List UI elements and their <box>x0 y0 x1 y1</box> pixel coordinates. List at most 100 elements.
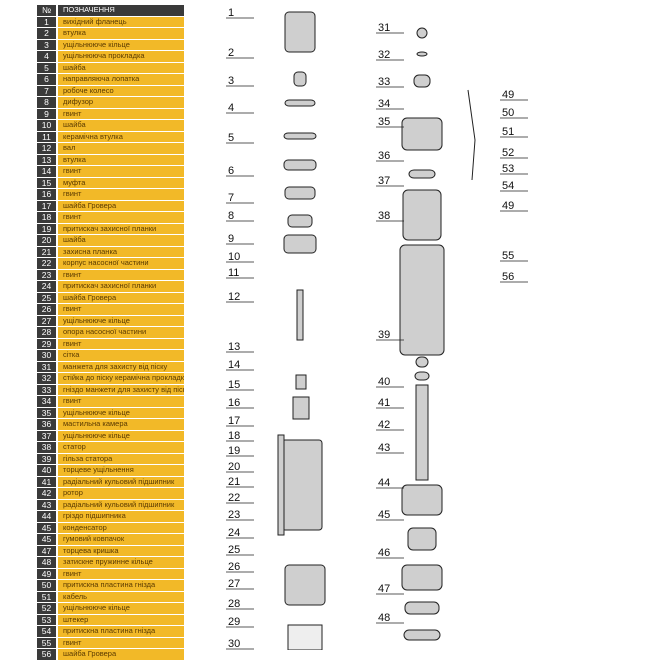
row-num: 5 <box>37 62 56 73</box>
table-row: 30 сітка <box>37 350 184 361</box>
table-row: 23 гвинт <box>37 269 184 280</box>
row-num: 14 <box>37 166 56 177</box>
row-label: гвинт <box>58 396 184 407</box>
callout: 31 <box>376 22 404 34</box>
callout: 53 <box>500 163 528 175</box>
row-label: втулка <box>58 154 184 165</box>
row-num: 12 <box>37 143 56 154</box>
table-row: 2 втулка <box>37 28 184 39</box>
callout-number: 34 <box>378 98 390 110</box>
row-label: притискна пластина гнізда <box>58 580 184 591</box>
parts-table: № ПОЗНАЧЕННЯ 1 вихідний фланець 2 втулка 3 ущ… <box>37 5 184 661</box>
row-label: радіальний кульовий підшипник <box>58 476 184 487</box>
part-o-ring <box>284 99 316 107</box>
callout-number: 54 <box>502 180 514 192</box>
callout: 46 <box>376 547 404 559</box>
part-end-cover <box>401 564 443 591</box>
callout: 50 <box>500 107 528 119</box>
row-label: захисна планка <box>58 246 184 257</box>
callout: 36 <box>376 150 404 162</box>
callout: 35 <box>376 116 404 128</box>
row-label: шайба Гровера <box>58 649 184 660</box>
callout-number: 46 <box>378 547 390 559</box>
row-label: манжета для захисту від піску <box>58 361 184 372</box>
row-num: 35 <box>37 407 56 418</box>
table-row: 27 ущільнююче кільце <box>37 315 184 326</box>
part-pump-support <box>284 564 326 606</box>
table-row: 53 штекер <box>37 614 184 625</box>
callout: 27 <box>226 578 254 590</box>
callout: 2 <box>226 47 254 59</box>
row-num: 45 <box>37 522 56 533</box>
row-label: статор <box>58 442 184 453</box>
row-num: 52 <box>37 603 56 614</box>
callout-number: 50 <box>502 107 514 119</box>
row-label: опора насосної частини <box>58 327 184 338</box>
row-label: радіальний кульовий підшипник <box>58 499 184 510</box>
callout-number: 11 <box>228 267 239 279</box>
callout: 15 <box>226 379 254 391</box>
table-row: 10 шайба <box>37 120 184 131</box>
table-row: 39 гільза статора <box>37 453 184 464</box>
row-num: 2 <box>37 28 56 39</box>
callout: 9 <box>226 233 254 245</box>
table-row: 1 вихідний фланець <box>37 16 184 27</box>
table-row: 51 кабель <box>37 591 184 602</box>
callout-number: 7 <box>228 192 234 204</box>
part-o-ring <box>408 169 436 179</box>
row-label: втулка <box>58 28 184 39</box>
row-label: ущільнююче кільце <box>58 603 184 614</box>
callout: 17 <box>226 415 254 427</box>
row-label: направляюча лопатка <box>58 74 184 85</box>
callout: 13 <box>226 341 254 353</box>
row-label: гвинт <box>58 338 184 349</box>
callout: 49 <box>500 89 528 101</box>
part-stator-sleeve <box>399 244 445 356</box>
row-num: 54 <box>37 626 56 637</box>
callout: 25 <box>226 544 254 556</box>
callout-number: 16 <box>228 397 240 409</box>
row-label: гвинт <box>58 108 184 119</box>
row-label: конденсатор <box>58 522 184 533</box>
callout-number: 55 <box>502 250 514 262</box>
row-num: 51 <box>37 591 56 602</box>
callout: 48 <box>376 612 404 624</box>
callout-number: 24 <box>228 527 240 539</box>
callout-number: 39 <box>378 329 390 341</box>
table-row: 41 радіальний кульовий підшипник <box>37 476 184 487</box>
callout: 40 <box>376 376 404 388</box>
part-pump-housing <box>281 439 323 531</box>
callout-number: 19 <box>228 445 240 457</box>
row-num: 30 <box>37 350 56 361</box>
part-oil-chamber <box>401 117 443 151</box>
callout: 5 <box>226 132 254 144</box>
table-row: 3 ущільнююче кільце <box>37 39 184 50</box>
callout-number: 52 <box>502 147 514 159</box>
callout: 33 <box>376 76 404 88</box>
callout-number: 29 <box>228 616 240 628</box>
row-label: вал <box>58 143 184 154</box>
callout: 42 <box>376 419 404 431</box>
row-num: 10 <box>37 120 56 131</box>
callout-number: 25 <box>228 544 240 556</box>
table-row: 16 гвинт <box>37 189 184 200</box>
part-rotor <box>415 384 429 481</box>
row-label: керамічна втулка <box>58 131 184 142</box>
table-row: 20 шайба <box>37 235 184 246</box>
callout: 11 <box>226 267 254 279</box>
row-label: притискна пластина гнізда <box>58 626 184 637</box>
row-num: 45 <box>37 534 56 545</box>
part-stator <box>402 189 442 241</box>
part-cuff <box>416 27 428 39</box>
part-coupling <box>292 396 310 420</box>
table-row: 38 статор <box>37 442 184 453</box>
row-num: 39 <box>37 453 56 464</box>
callout: 55 <box>500 250 528 262</box>
callout-number: 44 <box>378 477 390 489</box>
exploded-pump-diagram: 1234567891011121314151617181920212223242… <box>226 7 528 650</box>
row-num: 48 <box>37 557 56 568</box>
part-seal <box>415 356 429 368</box>
table-row: 22 корпус насосної частини <box>37 258 184 269</box>
table-row: 43 радіальний кульовий підшипник <box>37 499 184 510</box>
callout: 8 <box>226 210 254 222</box>
